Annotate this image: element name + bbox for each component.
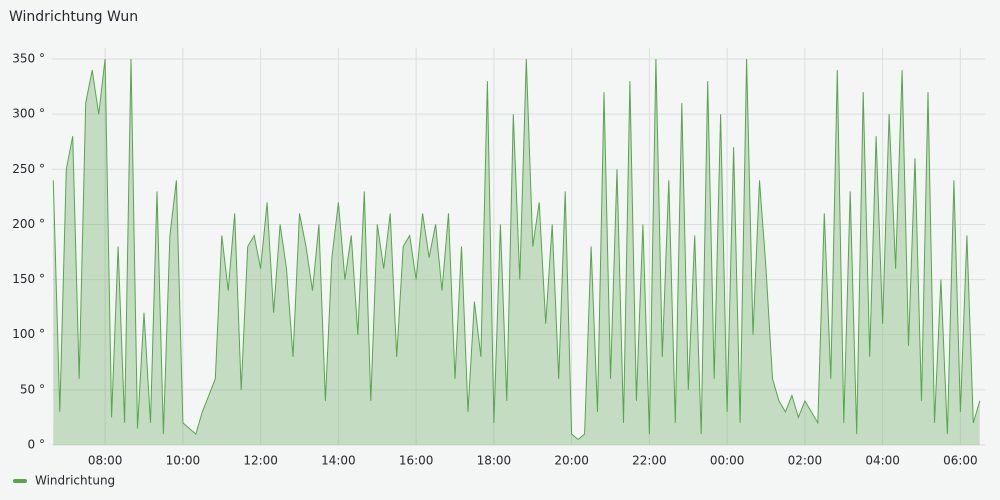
x-tick-label: 14:00 [321,454,356,468]
legend-swatch [13,479,27,483]
y-tick-label: 300 ° [12,107,45,121]
y-tick-label: 150 ° [12,272,45,286]
line [52,58,981,441]
x-tick-label: 12:00 [243,454,278,468]
x-tick-label: 02:00 [788,454,823,468]
x-tick-label: 04:00 [865,454,900,468]
y-tick-label: 0 ° [28,438,45,452]
x-tick-label: 20:00 [554,454,589,468]
y-tick-label: 50 ° [20,382,45,396]
x-tick-label: 06:00 [943,454,978,468]
y-tick-label: 200 ° [12,217,45,231]
y-tick-label: 100 ° [12,327,45,341]
panel-title: Windrichtung Wun [9,9,138,25]
x-tick-label: 10:00 [166,454,201,468]
x-tick-label: 08:00 [88,454,123,468]
x-tick-label: 22:00 [632,454,667,468]
x-tick-label: 16:00 [399,454,434,468]
y-tick-label: 250 ° [12,162,45,176]
x-tick-label: 00:00 [710,454,745,468]
legend-label: Windrichtung [35,474,115,488]
x-tick-label: 18:00 [477,454,512,468]
area [53,59,980,445]
y-tick-label: 350 ° [12,52,45,66]
